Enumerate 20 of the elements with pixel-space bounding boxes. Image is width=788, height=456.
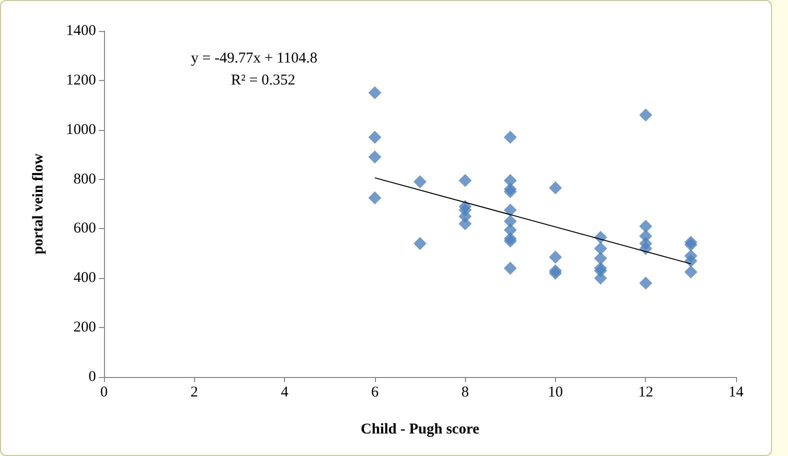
y-tick-label: 0: [88, 369, 96, 385]
y-tick-label: 1000: [66, 122, 96, 138]
y-tick-label: 400: [74, 270, 96, 286]
y-tick-label: 800: [74, 171, 96, 188]
x-tick-label: 8: [461, 384, 469, 400]
y-axis-title: portal vein flow: [30, 153, 46, 254]
x-tick-label: 2: [190, 384, 198, 400]
y-tick-label: 200: [74, 320, 96, 336]
y-tick-label: 1400: [66, 23, 96, 39]
annotation: R² = 0.352: [231, 72, 296, 88]
x-tick-label: 10: [548, 384, 563, 400]
x-axis-title: Child - Pugh score: [360, 422, 480, 438]
y-tick-label: 600: [74, 220, 96, 237]
x-tick-label: 0: [100, 384, 108, 400]
x-tick-label: 14: [728, 384, 744, 400]
x-tick-label: 12: [638, 384, 654, 400]
y-tick-label: 1200: [66, 72, 96, 88]
annotation: y = -49.77x + 1104.8: [191, 50, 318, 66]
x-tick-label: 6: [371, 384, 380, 400]
x-tick-label: 4: [280, 384, 289, 400]
